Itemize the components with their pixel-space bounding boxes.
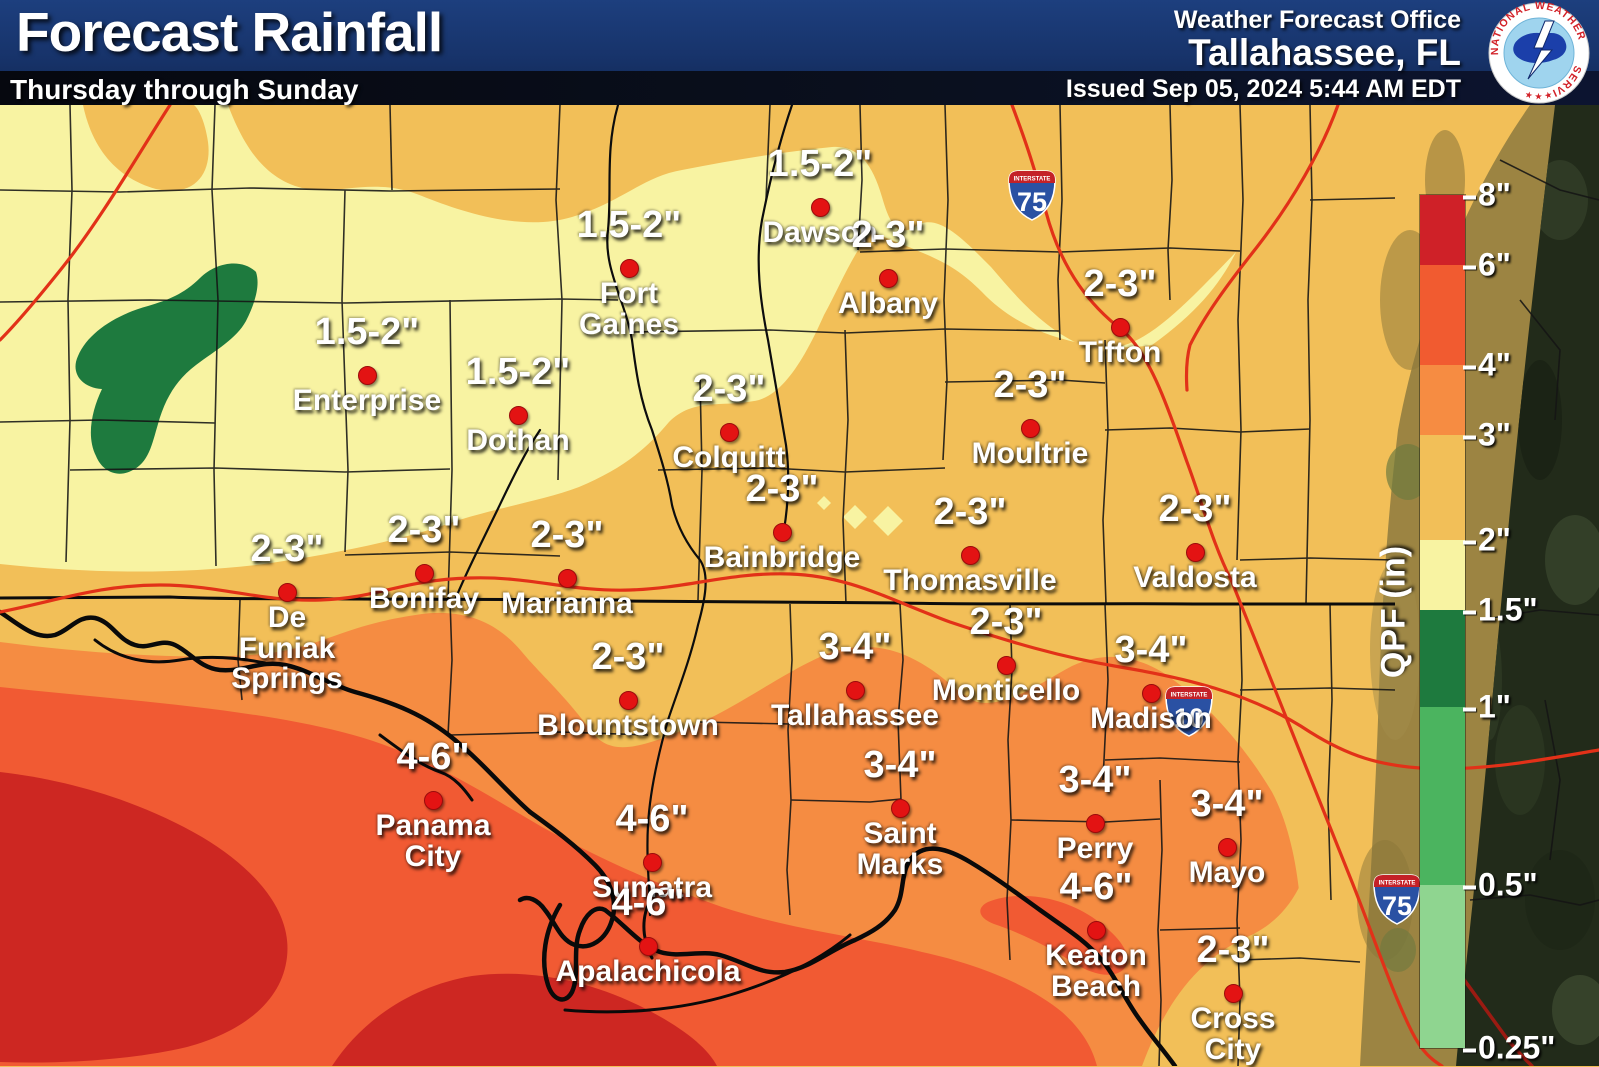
issued-timestamp: Issued Sep 05, 2024 5:44 AM EDT — [1065, 75, 1461, 103]
svg-text:INTERSTATE: INTERSTATE — [1014, 177, 1051, 183]
svg-text:75: 75 — [1017, 187, 1047, 217]
coastline — [0, 609, 1178, 1066]
interstate-shield-i75-north: INTERSTATE 75 — [1008, 170, 1056, 221]
svg-text:75: 75 — [1382, 891, 1412, 921]
interstate-shield-i75-south: INTERSTATE 75 — [1373, 874, 1421, 925]
rivers — [453, 103, 794, 917]
highways — [0, 103, 1599, 1066]
highway-i10 — [0, 572, 1599, 771]
subtitle-strip — [0, 71, 1599, 105]
svg-text:INTERSTATE: INTERSTATE — [1379, 881, 1416, 887]
rainfall-regions — [0, 105, 1599, 1066]
interstate-shield-i10: INTERSTATE 10 — [1165, 686, 1213, 737]
highway-i75 — [1010, 103, 1444, 1066]
svg-text:10: 10 — [1174, 703, 1204, 733]
office-location: Tallahassee, FL — [1188, 32, 1461, 73]
office-name: Weather Forecast Office — [1173, 6, 1461, 34]
page-subtitle: Thursday through Sunday — [10, 74, 359, 105]
svg-text:INTERSTATE: INTERSTATE — [1171, 693, 1208, 699]
highway-northwest — [0, 103, 172, 342]
page-title: Forecast Rainfall — [16, 1, 443, 63]
header-banner: Forecast Rainfall Thursday through Sunda… — [0, 0, 1599, 105]
highway-northeast — [1184, 103, 1340, 392]
nws-logo: NATIONAL WEATHER SERVICE ★ ★ ★ — [1487, 1, 1590, 104]
svg-text:★ ★ ★: ★ ★ ★ — [1524, 89, 1554, 101]
